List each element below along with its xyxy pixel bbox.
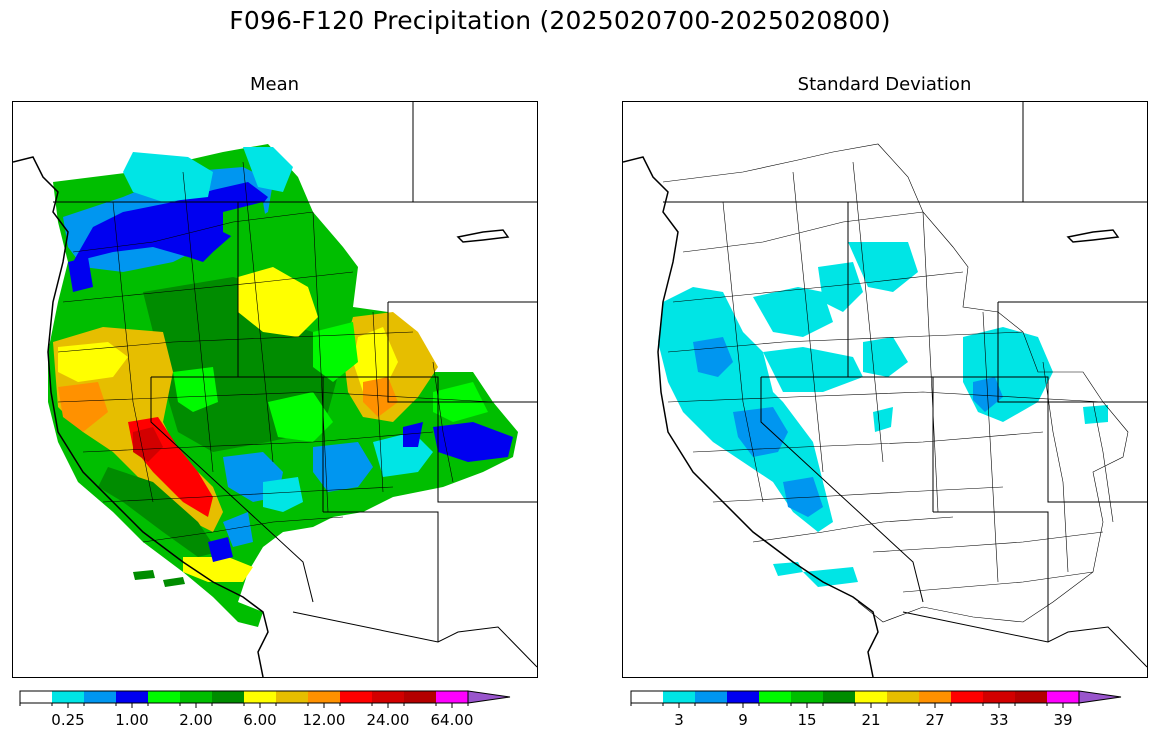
stddev-map	[622, 101, 1148, 678]
colorbar-segment	[20, 691, 52, 703]
stddev-state-borders	[663, 102, 1147, 668]
colorbar-segment	[180, 691, 212, 703]
colorbar-segment	[436, 691, 468, 703]
colorbar-extend-arrow	[467, 690, 511, 704]
mean-state-borders	[53, 102, 537, 668]
mean-precip-fill	[48, 144, 518, 627]
colorbar-segment	[148, 691, 180, 703]
colorbar-tick-label: 15	[797, 711, 816, 729]
mean-panel-title: Mean	[249, 74, 300, 95]
mean-lake	[456, 229, 510, 243]
colorbar-segment	[631, 691, 663, 703]
colorbar-tick-label: 2.00	[179, 711, 212, 729]
colorbar-segment	[1047, 691, 1079, 703]
colorbar-extend-arrow	[1078, 690, 1122, 704]
colorbar-tick-label: 39	[1053, 711, 1072, 729]
mean-coastline	[13, 156, 269, 677]
colorbar-segment	[823, 691, 855, 703]
colorbar-segment	[983, 691, 1015, 703]
colorbar-segment	[244, 691, 276, 703]
colorbar-segment	[84, 691, 116, 703]
colorbar-segment	[951, 691, 983, 703]
colorbar-tick-label: 0.25	[51, 711, 84, 729]
stddev-colorbar: 3 9 15 21 27 33 39	[626, 686, 1146, 740]
stddev-basin-lines	[662, 143, 1129, 623]
mean-map	[12, 101, 538, 678]
colorbar-tick-label: 27	[925, 711, 944, 729]
colorbar-tick-label: 64.00	[431, 711, 474, 729]
colorbar-tick-label: 12.00	[303, 711, 346, 729]
colorbar-segment	[663, 691, 695, 703]
colorbar-segment	[791, 691, 823, 703]
colorbar-segment	[404, 691, 436, 703]
stddev-panel-title: Standard Deviation	[797, 74, 972, 95]
colorbar-segment	[212, 691, 244, 703]
colorbar-segment	[116, 691, 148, 703]
colorbar-segment	[919, 691, 951, 703]
stddev-coastline	[623, 156, 879, 677]
colorbar-tick-label: 33	[989, 711, 1008, 729]
colorbar-tick-label: 24.00	[367, 711, 410, 729]
colorbar-segment	[1015, 691, 1047, 703]
colorbar-tick-label: 1.00	[115, 711, 148, 729]
colorbar-segment	[695, 691, 727, 703]
colorbar-tick-label: 3	[674, 711, 684, 729]
mean-colorbar-svg: 0.25 1.00 2.00 6.00 12.00 24.00 64.00	[19, 690, 511, 729]
stddev-fill	[658, 197, 1108, 587]
stddev-colorbar-svg: 3 9 15 21 27 33 39	[630, 690, 1122, 729]
stddev-lake	[1066, 229, 1120, 243]
mean-basin-lines	[57, 161, 494, 543]
figure-title: F096-F120 Precipitation (2025020700-2025…	[229, 6, 891, 35]
colorbar-segment	[276, 691, 308, 703]
colorbar-segment	[887, 691, 919, 703]
colorbar-segment	[727, 691, 759, 703]
colorbar-tick-label: 9	[738, 711, 748, 729]
colorbar-segment	[372, 691, 404, 703]
colorbar-tick-label: 6.00	[243, 711, 276, 729]
colorbar-tick-label: 21	[861, 711, 880, 729]
colorbar-segment	[52, 691, 84, 703]
colorbar-segment	[855, 691, 887, 703]
mean-colorbar: 0.25 1.00 2.00 6.00 12.00 24.00 64.00	[15, 686, 535, 740]
colorbar-segment	[340, 691, 372, 703]
colorbar-segment	[308, 691, 340, 703]
colorbar-segment	[759, 691, 791, 703]
